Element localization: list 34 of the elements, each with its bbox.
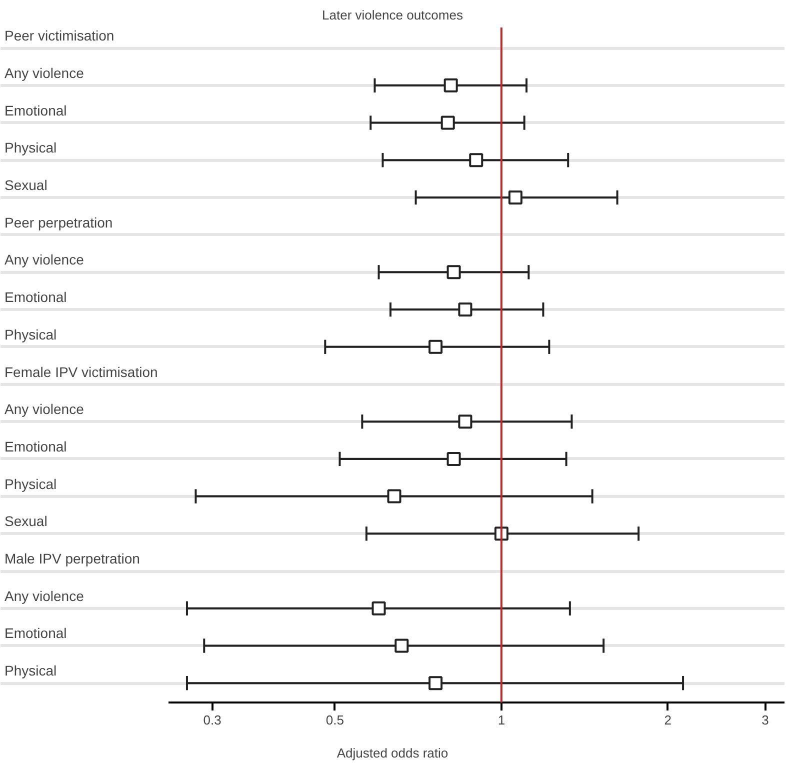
point bbox=[440, 116, 455, 130]
y-tick-label: Emotional bbox=[4, 438, 67, 454]
y-tick-label: Male IPV perpetration bbox=[4, 550, 140, 567]
y-tick-label: Emotional bbox=[4, 102, 67, 118]
y-tick-label: Emotional bbox=[4, 625, 67, 642]
x-axis-title: Adjusted odds ratio bbox=[336, 746, 448, 760]
x-tick-label: 1 bbox=[498, 712, 506, 728]
chart-title: Later violence outcomes bbox=[322, 8, 464, 22]
y-tick-label: Sexual bbox=[4, 513, 48, 530]
y-tick-label: Physical bbox=[4, 476, 57, 492]
x-tick-label: 3 bbox=[762, 712, 769, 728]
y-tick-label: Any violence bbox=[4, 252, 84, 268]
y-tick-label: Physical bbox=[4, 326, 57, 342]
point bbox=[469, 153, 484, 168]
y-tick-label: Emotional bbox=[4, 289, 67, 306]
point bbox=[458, 414, 472, 429]
y-tick-label: Female IPV victimisation bbox=[4, 364, 158, 380]
point bbox=[458, 302, 472, 317]
y-tick-label: Sexual bbox=[4, 176, 48, 193]
point bbox=[446, 265, 461, 280]
y-tick-label: Peer victimisation bbox=[4, 28, 114, 44]
point bbox=[428, 676, 443, 690]
y-tick-label: Any violence bbox=[4, 401, 84, 418]
x-tick-label: 0.5 bbox=[326, 712, 344, 728]
y-tick-label: Peer perpetration bbox=[4, 214, 113, 230]
point bbox=[428, 340, 443, 354]
x-tick-label: 0.3 bbox=[203, 712, 222, 728]
y-tick-label: Physical bbox=[4, 662, 57, 679]
y-tick-label: Any violence bbox=[4, 64, 84, 81]
y-tick-label: Any violence bbox=[4, 588, 84, 604]
y-tick-label: Physical bbox=[4, 140, 57, 156]
point bbox=[446, 452, 461, 466]
x-tick-label: 2 bbox=[664, 712, 672, 728]
point bbox=[444, 78, 458, 92]
